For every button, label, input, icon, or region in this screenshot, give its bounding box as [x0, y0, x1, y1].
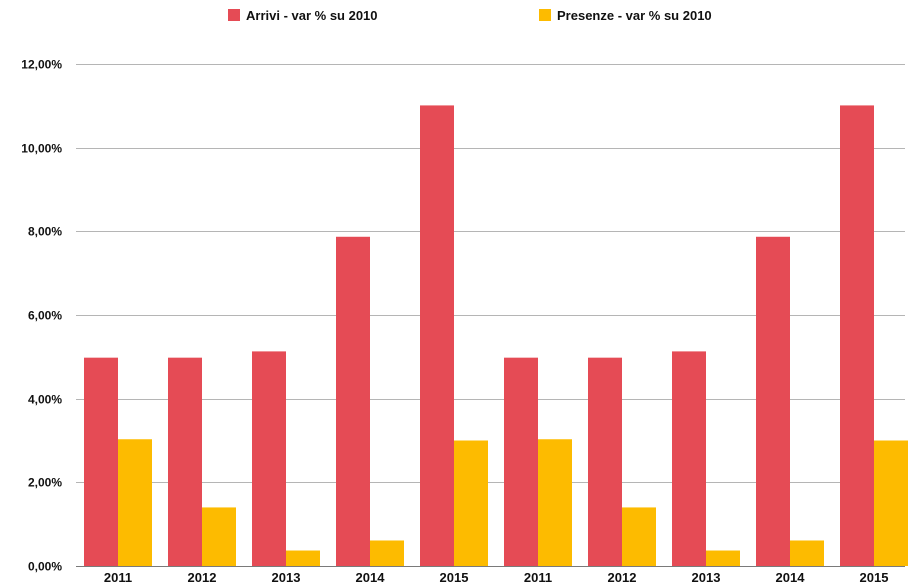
x-category-label: 2014 — [356, 570, 386, 585]
y-tick-label: 8,00% — [28, 225, 62, 239]
bar-series-1 — [168, 357, 202, 566]
x-category-label: 2013 — [272, 570, 301, 585]
legend-swatch-1 — [228, 9, 240, 21]
legend-label-2: Presenze - var % su 2010 — [557, 8, 712, 23]
bar-series-2 — [118, 439, 152, 566]
y-tick-label: 12,00% — [21, 58, 62, 72]
y-tick-label: 6,00% — [28, 309, 62, 323]
bar-series-1 — [84, 357, 118, 566]
bar-series-1 — [504, 357, 538, 566]
bar-series-1 — [252, 351, 286, 566]
legend: Arrivi - var % su 2010 Presenze - var % s… — [228, 8, 712, 23]
x-category-label: 2014 — [776, 570, 806, 585]
x-category-label: 2011 — [524, 570, 552, 585]
x-axis-labels: 2011 2012 2013 2014 2015 2011 2012 2013 2014 2015 — [104, 570, 889, 585]
legend-label-1: Arrivi - var % su 2010 — [246, 8, 378, 23]
bar-series-1 — [336, 236, 370, 566]
y-tick-label: 10,00% — [21, 142, 62, 156]
bar-series-2 — [202, 507, 236, 566]
y-tick-label: 4,00% — [28, 393, 62, 407]
x-category-label: 2012 — [188, 570, 217, 585]
bar-series-2 — [706, 550, 740, 566]
bar-series-1 — [840, 105, 874, 566]
bar-series-2 — [874, 440, 908, 566]
bar-series-2 — [454, 440, 488, 566]
bar-series-1 — [756, 236, 790, 566]
x-category-label: 2015 — [860, 570, 889, 585]
bar-series-1 — [588, 357, 622, 566]
bar-series-2 — [538, 439, 572, 566]
x-category-label: 2015 — [440, 570, 469, 585]
x-category-label: 2011 — [104, 570, 132, 585]
y-tick-label: 2,00% — [28, 476, 62, 490]
bar-series-1 — [420, 105, 454, 566]
legend-swatch-2 — [539, 9, 551, 21]
bar-series-2 — [286, 550, 320, 566]
x-category-label: 2013 — [692, 570, 721, 585]
x-category-label: 2012 — [608, 570, 637, 585]
bar-series-2 — [622, 507, 656, 566]
bars — [84, 105, 908, 566]
gridlines — [76, 64, 905, 567]
bar-series-2 — [370, 540, 404, 566]
bar-series-2 — [790, 540, 824, 566]
bar-series-1 — [672, 351, 706, 566]
y-tick-label: 0,00% — [28, 560, 62, 574]
y-axis-ticks: 0,00% 2,00% 4,00% 6,00% 8,00% 10,00% 12,00% — [21, 58, 62, 574]
